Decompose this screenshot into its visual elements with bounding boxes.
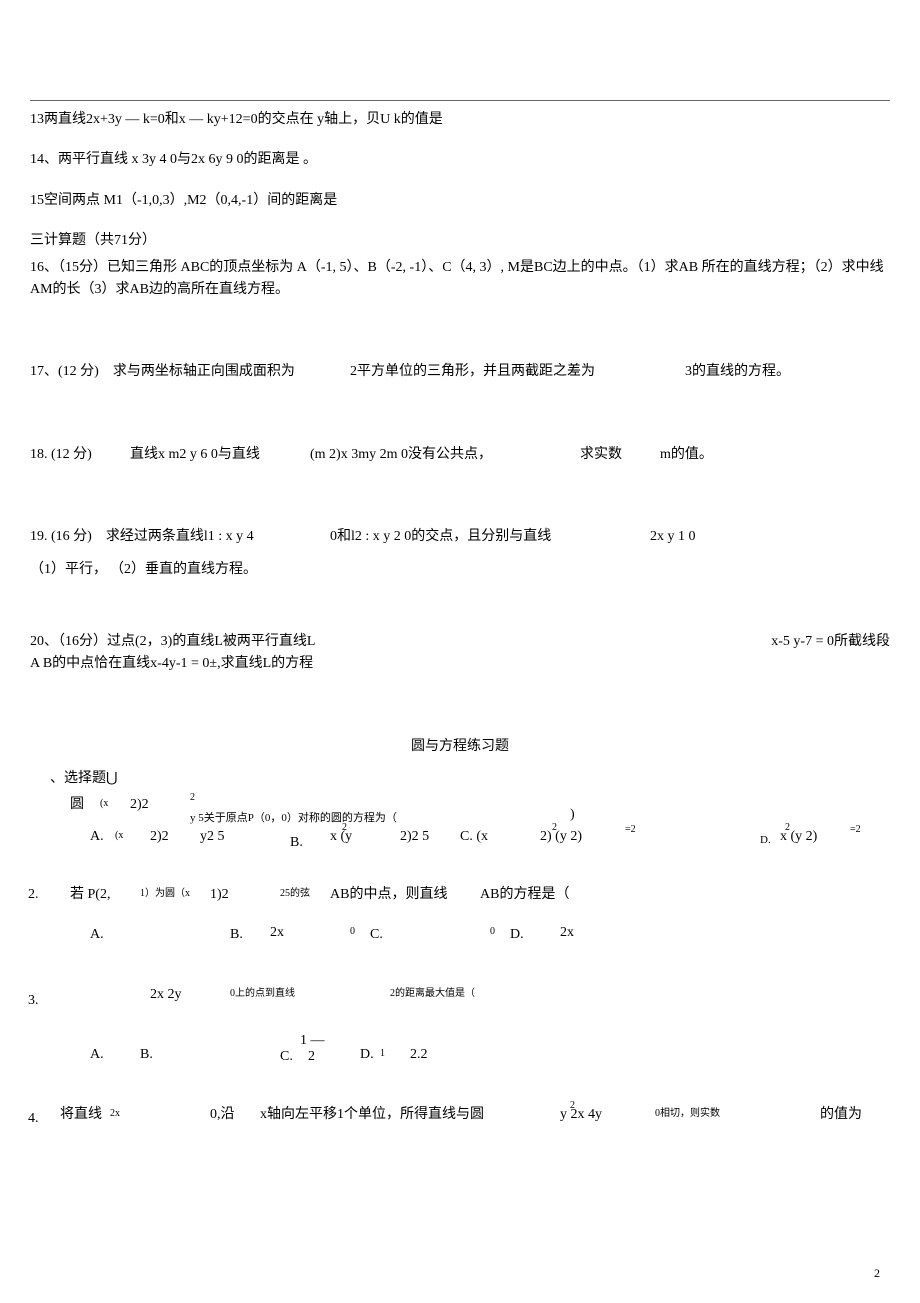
question-19: 19. (16 分) 求经过两条直线l1 : x y 4 0和l2 : x y … [30, 526, 890, 581]
mc2-Cz: 0 [490, 924, 495, 940]
mc2-Dx: 2x [560, 922, 574, 944]
mc1-B-sup: 2 [342, 820, 347, 836]
mc1-A-b: (x [115, 828, 123, 844]
mc2-Bz: 0 [350, 924, 355, 940]
mc3-D: D. [360, 1044, 374, 1066]
q20-b: x-5 y-7 = 0所截线段 [771, 631, 890, 653]
q18-a: 18. (12 分) [30, 444, 130, 466]
question-16: 16、（15分）已知三角形 ABC的顶点坐标为 A（-1, 5）、B（-2, -… [30, 257, 890, 302]
mc4-e-sup: 2 [570, 1098, 575, 1114]
mc3-a: 2x 2y [150, 984, 182, 1006]
mc3-b: 0上的点到直线 [230, 986, 295, 1002]
mc1-A-a: A. [90, 826, 104, 848]
q19-c: 2x y 1 0 [650, 526, 696, 548]
mc1-B-c: 2)2 5 [400, 826, 429, 848]
mc3-c: 2的距离最大值是（ [390, 986, 475, 1002]
mc1-stem-b: (x [100, 796, 108, 812]
q19-b: 0和l2 : x y 2 0的交点，且分别与直线 [330, 526, 650, 548]
mc4-g: 的值为 [820, 1104, 862, 1126]
q18-d: 求实数 [580, 444, 660, 466]
q18-b: 直线x m2 y 6 0与直线 [130, 444, 310, 466]
question-20: 20、（16分）过点(2，3)的直线L被两平行直线L x-5 y-7 = 0所截… [30, 631, 890, 676]
section-title-circle: 圆与方程练习题 [30, 736, 890, 758]
mc1-stem-a: 圆 [70, 794, 84, 816]
mc4-e: y 2x 4y [560, 1104, 602, 1126]
mc3-Ca: C. [280, 1046, 293, 1068]
page-number: 2 [874, 1264, 880, 1283]
mc1-C-a: C. (x [460, 826, 488, 848]
mc2-a: 若 P(2, [70, 884, 110, 906]
mc1-C-sup: 2 [552, 820, 557, 836]
question-13: 13两直线2x+3y — k=0和x — ky+12=0的交点在 y轴上，贝U … [30, 109, 890, 131]
mc1-D-a: D. [760, 832, 771, 850]
q18-e: m的值。 [660, 444, 720, 466]
q19-a: 19. (16 分) 求经过两条直线l1 : x y 4 [30, 526, 330, 548]
mc2-D: D. [510, 924, 524, 946]
mc3-D2: 2.2 [410, 1044, 428, 1066]
mc2-B: B. [230, 924, 243, 946]
mc2-A: A. [90, 924, 104, 946]
mc1-D-sup: 2 [785, 820, 790, 836]
mc1-C-exp: =2 [625, 822, 636, 838]
section-3-heading: 三计算题（共71分） [30, 230, 890, 252]
mc3-A: A. [90, 1044, 104, 1066]
mc4-b: 2x [110, 1106, 120, 1122]
question-14: 14、两平行直线 x 3y 4 0与2x 6y 9 0的距离是 。 [30, 149, 890, 171]
mc1-D-exp: =2 [850, 822, 861, 838]
mc-question-1: 圆 (x 2)2 2 y 5关于原点P（0，0）对称的圆的方程为（ ) A. (… [70, 794, 890, 854]
mc-question-4: 4. 将直线 2x 0,沿 x轴向左平移1个单位，所得直线与圆 y 2x 4y … [30, 1104, 890, 1154]
q17-part-b: 2平方单位的三角形，并且两截距之差为 [350, 361, 650, 383]
q20-c: A B的中点恰在直线x-4y-1 = 0±,求直线L的方程 [30, 653, 890, 675]
mc3-B: B. [140, 1044, 153, 1066]
mc4-c: 0,沿 [210, 1104, 235, 1126]
mc2-Bx: 2x [270, 922, 284, 944]
q19-d: （1）平行， [30, 559, 110, 581]
mc1-B-a: B. [290, 832, 303, 854]
q20-a: 20、（16分）过点(2，3)的直线L被两平行直线L [30, 631, 315, 653]
mc2-C: C. [370, 924, 383, 946]
mc1-C-b: 2) (y 2) [540, 826, 582, 848]
mc2-num: 2. [28, 884, 39, 906]
mc4-f: 0相切，则实数 [655, 1106, 720, 1122]
mc4-num: 4. [28, 1108, 39, 1130]
mc2-d: 25的弦 [280, 886, 310, 902]
mc1-stem-d: 2 [190, 790, 195, 806]
mc1-stem-f: ) [570, 804, 575, 826]
question-15: 15空间两点 M1（-1,0,3）,M2（0,4,-1）间的距离是 [30, 190, 890, 212]
choice-heading: 、选择题⋃ [50, 768, 890, 790]
question-18: 18. (12 分) 直线x m2 y 6 0与直线 (m 2)x 3my 2m… [30, 444, 890, 466]
mc-question-2: 2. 若 P(2, 1）为圆（x 1)2 25的弦 AB的中点，则直线 AB的方… [30, 884, 890, 954]
mc2-c: 1)2 [210, 884, 229, 906]
mc1-A-c: 2)2 [150, 826, 169, 848]
q19-e: （2）垂直的直线方程。 [110, 559, 257, 581]
mc2-e: AB的中点，则直线 [330, 884, 447, 906]
mc3-D1: 1 [380, 1046, 385, 1062]
mc2-f: AB的方程是（ [480, 884, 569, 906]
mc3-Cb: 2 [308, 1046, 315, 1068]
mc4-d: x轴向左平移1个单位，所得直线与圆 [260, 1104, 484, 1126]
mc3-num: 3. [28, 990, 39, 1012]
q17-part-a: 17、(12 分) 求与两坐标轴正向围成面积为 [30, 361, 350, 383]
question-17: 17、(12 分) 求与两坐标轴正向围成面积为 2平方单位的三角形，并且两截距之… [30, 361, 890, 383]
mc1-stem-c: 2)2 [130, 794, 149, 816]
mc-question-3: 3. 2x 2y 0上的点到直线 2的距离最大值是（ A. B. 1 — C. … [30, 984, 890, 1074]
mc1-stem-e: y 5关于原点P（0，0）对称的圆的方程为（ [190, 810, 397, 828]
mc1-A-d: y2 5 [200, 826, 225, 848]
q18-c: (m 2)x 3my 2m 0没有公共点， [310, 444, 580, 466]
mc4-a: 将直线 [60, 1104, 102, 1126]
q17-part-c: 3的直线的方程。 [650, 361, 790, 383]
mc2-b: 1）为圆（x [140, 886, 190, 902]
